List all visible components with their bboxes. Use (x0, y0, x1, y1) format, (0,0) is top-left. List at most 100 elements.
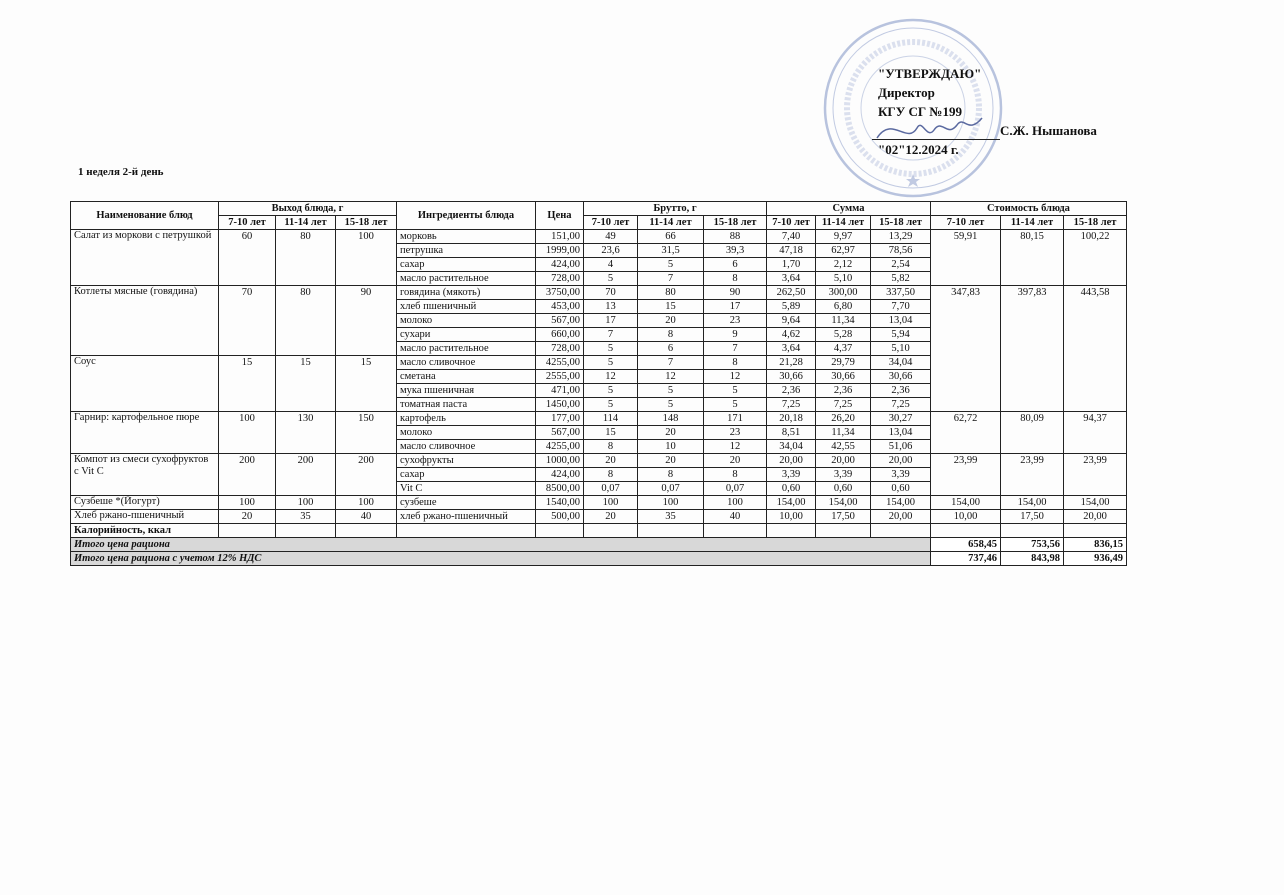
ingredient-name: молоко (396, 313, 536, 328)
dish-yield: 130 (275, 411, 336, 454)
header-age: 15-18 лет (870, 215, 931, 230)
ingredient-sum: 0,60 (870, 481, 931, 496)
approval-org: КГУ СГ №199 (878, 104, 962, 119)
signature (876, 117, 983, 139)
ingredient-brutto: 13 (583, 299, 638, 314)
ingredient-sum: 337,50 (870, 285, 931, 300)
table-row: мука пшеничная 471,00 5 5 5 2,36 2,36 2,36 (71, 383, 1127, 398)
ingredient-price: 4255,00 (535, 355, 584, 370)
ingredient-price: 2555,00 (535, 369, 584, 384)
ingredient-price: 660,00 (535, 327, 584, 342)
ingredient-sum: 30,27 (870, 411, 931, 426)
ingredient-sum: 1,70 (766, 257, 816, 272)
ingredient-sum: 11,34 (815, 313, 871, 328)
dish-cost: 62,72 (930, 411, 1001, 454)
approval-name: С.Ж. Нышанова (1000, 123, 1097, 138)
ingredient-sum: 262,50 (766, 285, 816, 300)
dish-cost: 23,99 (930, 453, 1001, 496)
ingredient-sum: 17,50 (815, 509, 871, 524)
total-value: 658,45 (930, 537, 1001, 552)
dish-yield: 20 (218, 509, 276, 524)
ingredient-brutto: 23,6 (583, 243, 638, 258)
ingredient-brutto: 5 (703, 383, 767, 398)
empty-cell (930, 523, 1001, 538)
empty-cell (583, 523, 638, 538)
ingredient-brutto: 4 (583, 257, 638, 272)
dish-cost: 94,37 (1063, 411, 1127, 454)
ingredient-price: 1450,00 (535, 397, 584, 412)
dish-cost: 20,00 (1063, 509, 1127, 524)
ingredient-sum: 7,25 (815, 397, 871, 412)
header-yield: Выход блюда, г (218, 201, 397, 216)
ingredient-price: 500,00 (535, 509, 584, 524)
ingredient-sum: 20,00 (766, 453, 816, 468)
ingredient-brutto: 10 (637, 439, 704, 454)
table-row: Хлеб ржано-пшеничный 20 35 40 хлеб ржано-пше… (70, 509, 1127, 524)
ingredient-brutto: 5 (583, 341, 638, 356)
ingredient-brutto: 23 (703, 425, 767, 440)
ingredient-brutto: 7 (637, 355, 704, 370)
header-age: 15-18 лет (1063, 215, 1127, 230)
ingredient-brutto: 15 (583, 425, 638, 440)
dish-yield: 100 (218, 411, 276, 454)
ingredient-sum: 30,66 (815, 369, 871, 384)
table-row: томатная паста 1450,00 5 5 5 7,25 7,25 7,25 (71, 397, 1127, 412)
header-age: 15-18 лет (335, 215, 397, 230)
total-row: Итого цена рациона 658,45 753,56 836,15 (70, 537, 1127, 552)
ingredient-brutto: 148 (637, 411, 704, 426)
ingredient-sum: 3,39 (766, 467, 816, 482)
ingredient-brutto: 17 (703, 299, 767, 314)
ingredient-price: 424,00 (535, 257, 584, 272)
ingredient-brutto: 8 (703, 467, 767, 482)
approval-title: "УТВЕРЖДАЮ" (878, 66, 982, 81)
ingredient-sum: 34,04 (766, 439, 816, 454)
dish-yield: 40 (335, 509, 397, 524)
ingredient-brutto: 20 (583, 509, 638, 524)
dish-yield: 100 (335, 495, 397, 510)
ingredient-price: 1540,00 (535, 495, 584, 510)
ingredient-sum: 30,66 (870, 369, 931, 384)
ingredient-sum: 7,40 (766, 229, 816, 244)
approval-date: "02"12.2024 г. (878, 142, 959, 157)
ingredient-brutto: 0,07 (637, 481, 704, 496)
total-label: Итого цена рациона (70, 537, 931, 552)
ingredient-name: томатная паста (396, 397, 536, 412)
empty-cell (703, 523, 767, 538)
empty-cell (335, 523, 397, 538)
ingredient-brutto: 20 (637, 425, 704, 440)
dish-cost: 100,22 (1063, 229, 1127, 286)
header-brutto: Брутто, г (583, 201, 767, 216)
ingredient-name: сахар (396, 467, 536, 482)
ingredient-sum: 4,37 (815, 341, 871, 356)
ingredient-brutto: 90 (703, 285, 767, 300)
ingredient-sum: 2,54 (870, 257, 931, 272)
calories-label: Калорийность, ккал (70, 523, 219, 538)
ingredient-sum: 5,89 (766, 299, 816, 314)
ingredient-brutto: 20 (637, 313, 704, 328)
table-row: масло сливочное 4255,00 8 10 12 34,04 42,55 51,… (71, 439, 1127, 454)
ingredient-brutto: 70 (583, 285, 638, 300)
ingredient-name: масло растительное (396, 341, 536, 356)
ingredient-sum: 300,00 (815, 285, 871, 300)
dish-yield: 100 (335, 229, 397, 286)
ingredient-name: морковь (396, 229, 536, 244)
ingredient-price: 1000,00 (535, 453, 584, 468)
dish-yield: 35 (275, 509, 336, 524)
header-ingredients: Ингредиенты блюда (396, 201, 536, 230)
header-age: 7-10 лет (218, 215, 276, 230)
header-age: 11-14 лет (815, 215, 871, 230)
ingredient-brutto: 5 (583, 397, 638, 412)
ingredient-brutto: 0,07 (703, 481, 767, 496)
ingredient-sum: 20,00 (870, 453, 931, 468)
dish-cost: 347,83 (930, 285, 1001, 412)
table-row: петрушка 1999,00 23,6 31,5 39,3 47,18 62,97 78,… (71, 243, 1127, 258)
table-row: Сузбеше *(Йогурт) 100 100 100 сузбеше 1540,00… (70, 495, 1127, 510)
ingredient-brutto: 15 (637, 299, 704, 314)
ingredient-sum: 2,36 (766, 383, 816, 398)
ingredient-name: молоко (396, 425, 536, 440)
ingredient-sum: 154,00 (766, 495, 816, 510)
ingredient-brutto: 9 (703, 327, 767, 342)
ingredient-price: 567,00 (535, 425, 584, 440)
dish-name: Компот из смеси сухофруктов с Vit C (70, 453, 219, 496)
